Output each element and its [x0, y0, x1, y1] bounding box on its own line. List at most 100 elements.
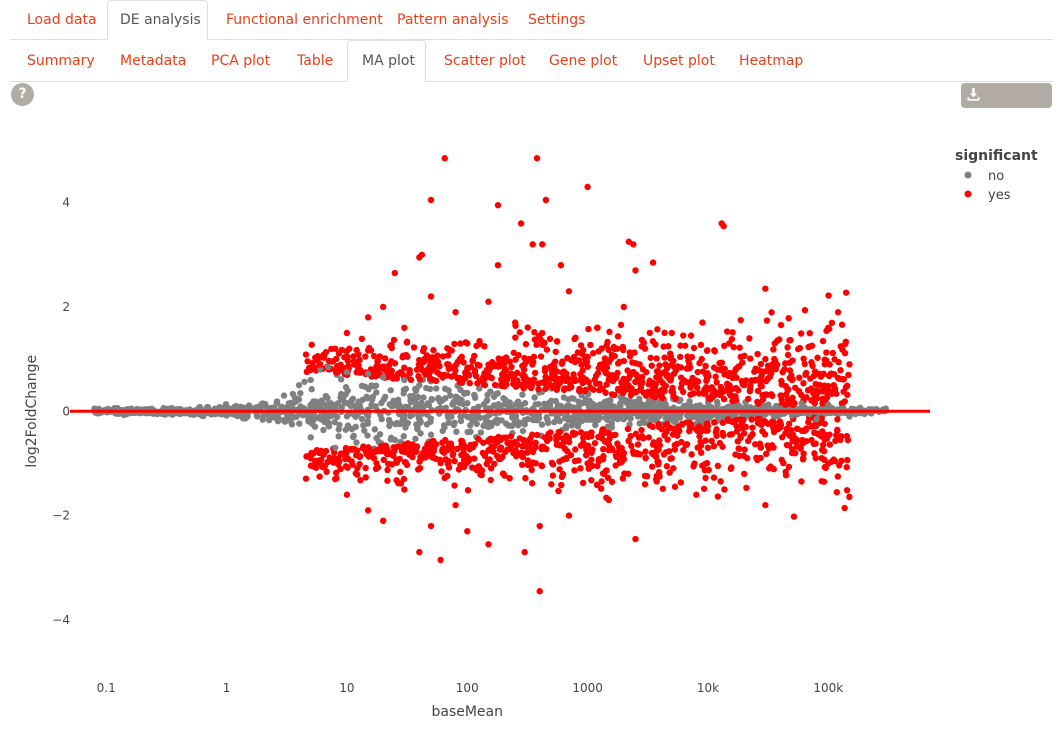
cloud-point	[481, 343, 488, 350]
cloud-point	[506, 358, 513, 365]
download-icon	[967, 88, 980, 101]
cloud-point	[676, 353, 684, 361]
cloud-point	[558, 481, 565, 489]
cloud-point	[600, 445, 607, 453]
cloud-point	[628, 385, 635, 392]
cloud-point	[769, 366, 777, 373]
cloud-point	[656, 362, 663, 369]
cloud-point	[459, 400, 467, 408]
cloud-point	[364, 418, 371, 425]
cloud-point	[598, 430, 605, 437]
cloud-point	[632, 389, 639, 396]
tab-settings[interactable]: Settings	[528, 12, 586, 28]
cloud-point	[736, 344, 743, 351]
cloud-point	[317, 401, 324, 408]
cloud-point	[714, 493, 722, 500]
cloud-point	[576, 385, 583, 393]
tab-gene-plot[interactable]: Gene plot	[549, 53, 618, 69]
cloud-point	[611, 352, 618, 360]
significant-point	[464, 528, 471, 535]
cloud-point	[605, 346, 612, 354]
cloud-point	[357, 366, 364, 374]
cloud-point	[400, 445, 407, 452]
cloud-point	[420, 394, 427, 401]
cloud-point	[463, 459, 471, 467]
cloud-point	[362, 353, 369, 360]
cloud-point	[631, 349, 638, 356]
cloud-point	[830, 370, 838, 378]
download-button[interactable]: Download	[961, 83, 1052, 128]
cloud-point	[320, 426, 327, 434]
tab-scatter-plot[interactable]: Scatter plot	[444, 53, 526, 69]
help-icon[interactable]: ?	[11, 83, 34, 106]
cloud-point	[429, 360, 436, 367]
cloud-point	[706, 404, 714, 411]
significant-point	[548, 481, 555, 488]
cloud-point	[503, 434, 510, 441]
tab-load-data[interactable]: Load data	[27, 12, 97, 28]
cloud-point	[572, 430, 579, 437]
cloud-point	[638, 336, 646, 344]
tab-summary[interactable]: Summary	[27, 53, 95, 69]
cloud-point	[538, 443, 546, 450]
cloud-point	[784, 351, 792, 359]
cloud-point	[324, 394, 331, 402]
cloud-point	[416, 376, 424, 383]
tab-de-analysis[interactable]: DE analysis	[107, 0, 208, 40]
significant-point	[649, 259, 657, 266]
cloud-point	[829, 349, 837, 357]
significant-point	[427, 293, 435, 300]
cloud-point	[369, 393, 377, 401]
cloud-point	[374, 366, 381, 373]
significant-point	[825, 460, 832, 467]
tab-pattern-analysis[interactable]: Pattern analysis	[397, 12, 509, 28]
cloud-point	[456, 374, 463, 382]
cloud-point	[359, 396, 366, 404]
y-tick-label: 4	[62, 196, 70, 210]
cloud-point	[559, 358, 566, 365]
cloud-point	[634, 401, 642, 409]
significant-point	[740, 470, 748, 478]
cloud-point	[530, 353, 538, 360]
significant-point	[542, 196, 550, 204]
significant-point	[379, 303, 387, 311]
non-significant-point	[196, 403, 204, 411]
cloud-point	[696, 433, 703, 440]
cloud-point	[841, 398, 849, 405]
cloud-point	[344, 464, 351, 471]
tab-metadata[interactable]: Metadata	[120, 53, 187, 69]
cloud-point	[781, 366, 788, 373]
cloud-point	[575, 457, 582, 464]
tab-heatmap[interactable]: Heatmap	[739, 53, 804, 69]
cloud-point	[711, 348, 719, 355]
cloud-point	[730, 369, 738, 376]
cloud-point	[253, 411, 261, 419]
significant-point	[593, 324, 601, 331]
tab-functional-enrichment[interactable]: Functional enrichment	[226, 12, 383, 28]
cloud-point	[521, 372, 528, 380]
cloud-point	[743, 454, 751, 462]
download-label: Download	[967, 112, 1037, 128]
cloud-point	[650, 439, 657, 446]
cloud-point	[768, 309, 775, 316]
cloud-point	[821, 420, 828, 427]
cloud-point	[794, 345, 802, 353]
tab-table[interactable]: Table	[297, 53, 334, 69]
significant-point	[539, 241, 546, 248]
tab-upset-plot[interactable]: Upset plot	[643, 53, 715, 69]
tab-ma-plot[interactable]: MA plot	[347, 40, 426, 82]
non-significant-point	[572, 418, 580, 425]
cloud-point	[402, 459, 409, 466]
significant-point	[441, 155, 448, 162]
cloud-point	[465, 372, 473, 379]
cloud-point	[582, 415, 589, 422]
cloud-point	[800, 355, 807, 362]
cloud-point	[319, 416, 327, 423]
cloud-point	[697, 438, 704, 446]
cloud-point	[444, 472, 451, 480]
cloud-point	[502, 420, 510, 427]
significant-point	[536, 588, 543, 595]
tab-pca-plot[interactable]: PCA plot	[211, 53, 271, 69]
cloud-point	[765, 445, 773, 452]
significant-point	[485, 541, 492, 548]
